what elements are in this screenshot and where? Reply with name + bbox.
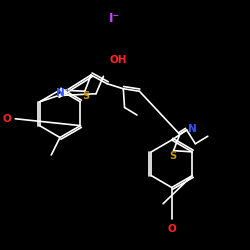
Text: N: N (188, 124, 196, 134)
Text: O: O (2, 114, 11, 124)
Text: N⁺: N⁺ (56, 88, 70, 98)
Text: S: S (169, 151, 176, 161)
Text: OH: OH (110, 55, 127, 65)
Text: O: O (167, 224, 176, 234)
Text: I⁻: I⁻ (109, 12, 120, 25)
Text: S: S (82, 91, 89, 101)
